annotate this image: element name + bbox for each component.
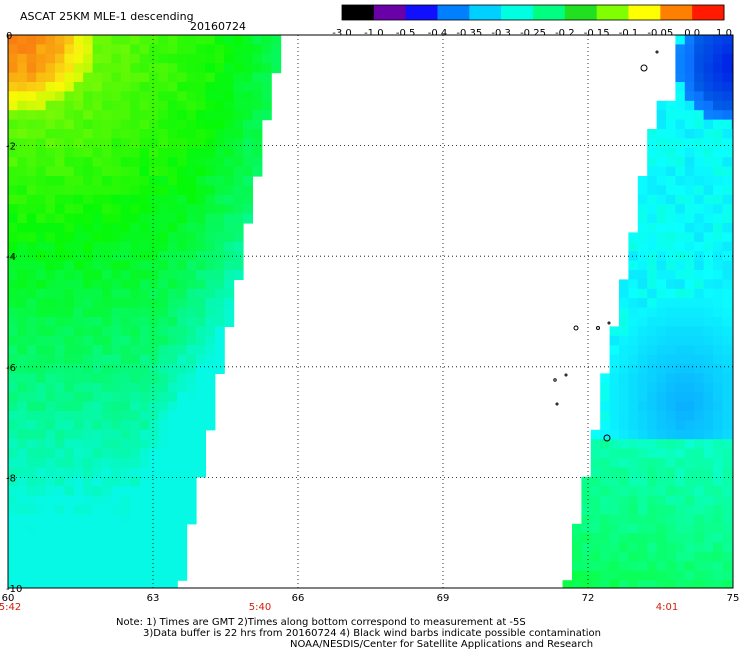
colorbar-label: -0.35 [456, 28, 482, 39]
longitude-tick-label: 63 [147, 593, 160, 604]
note-line-3: NOAA/NESDIS/Center for Satellite Applica… [290, 639, 594, 650]
longitude-tick-label: 75 [727, 593, 740, 604]
wind-swaths [8, 35, 733, 588]
colorbar-swatch [437, 5, 470, 20]
map-frame [7, 34, 734, 589]
colorbar-swatch [660, 5, 693, 20]
island-outline [603, 434, 611, 442]
colorbar-swatch [564, 5, 598, 20]
colorbar [341, 4, 725, 21]
island-outlines [553, 50, 659, 442]
colorbar-label: -0.3 [491, 28, 511, 39]
island-outline [564, 373, 568, 377]
colorbar-labels: -3.0 -1.0 -0.5 -0.4 -0.35 -0.3 -0.25 -0.2 -0.15-… [332, 28, 732, 39]
colorbar-swatch [596, 5, 629, 20]
island-outline [655, 50, 659, 54]
island-outline [573, 325, 579, 331]
colorbar-label: 1.0 [716, 28, 732, 39]
colorbar-swatch [342, 5, 375, 20]
latitude-labels: 0 -2 -4 -6 -8 -10 [6, 31, 22, 595]
island-outline [607, 321, 611, 325]
latitude-tick-label: -8 [6, 473, 16, 484]
longitude-tick-label: 72 [582, 593, 595, 604]
longitude-tick-label: 66 [292, 593, 305, 604]
note-line-2: 3)Data buffer is 22 hrs from 20160724 4)… [143, 628, 601, 639]
longitude-tick-label: 69 [437, 593, 450, 604]
note-line-1: Note: 1) Times are GMT 2)Times along bot… [116, 617, 526, 628]
colorbar-label: -0.2 [555, 28, 575, 39]
island-outline [640, 64, 648, 72]
colorbar-label: -0.15 [584, 28, 610, 39]
colorbar-label: -0.1 [619, 28, 639, 39]
swath-time-label: 5:42 [0, 602, 21, 613]
latitude-tick-label: -6 [6, 363, 16, 374]
island-outline [596, 326, 600, 330]
longitude-labels: 60 63 66 69 72 75 [2, 593, 740, 604]
colorbar-label: -3.0 [332, 28, 352, 39]
colorbar-label: -0.05 [647, 28, 673, 39]
colorbar-swatch [628, 5, 661, 20]
colorbar-label: -1.0 [364, 28, 384, 39]
latitude-tick-label: -4 [6, 252, 16, 263]
longitude-tick-label: 60 [2, 593, 15, 604]
product-title: ASCAT 25KM MLE-1 descending [20, 10, 194, 23]
graticule [8, 35, 733, 588]
colorbar-swatch [501, 5, 534, 20]
colorbar-label: -0.25 [520, 28, 546, 39]
colorbar-swatch [533, 5, 566, 20]
colorbar-swatch [692, 5, 725, 20]
colorbar-label: -0.5 [396, 28, 416, 39]
latitude-tick-label: 0 [6, 31, 12, 42]
colorbar-label: 0.0 [684, 28, 700, 39]
swath-time-label: 5:40 [249, 602, 271, 613]
latitude-tick-label: -10 [6, 584, 22, 595]
colorbar-swatch [373, 5, 407, 20]
swath-time-label: 4:01 [656, 602, 678, 613]
latitude-tick-label: -2 [6, 142, 16, 153]
island-outline [555, 402, 559, 406]
colorbar-label: -0.4 [428, 28, 448, 39]
product-date: 20160724 [190, 20, 246, 33]
time-labels: 5:42 5:40 4:01 [0, 602, 678, 613]
colorbar-swatch [469, 5, 502, 20]
colorbar-swatch [405, 5, 438, 20]
island-outline [553, 378, 557, 382]
